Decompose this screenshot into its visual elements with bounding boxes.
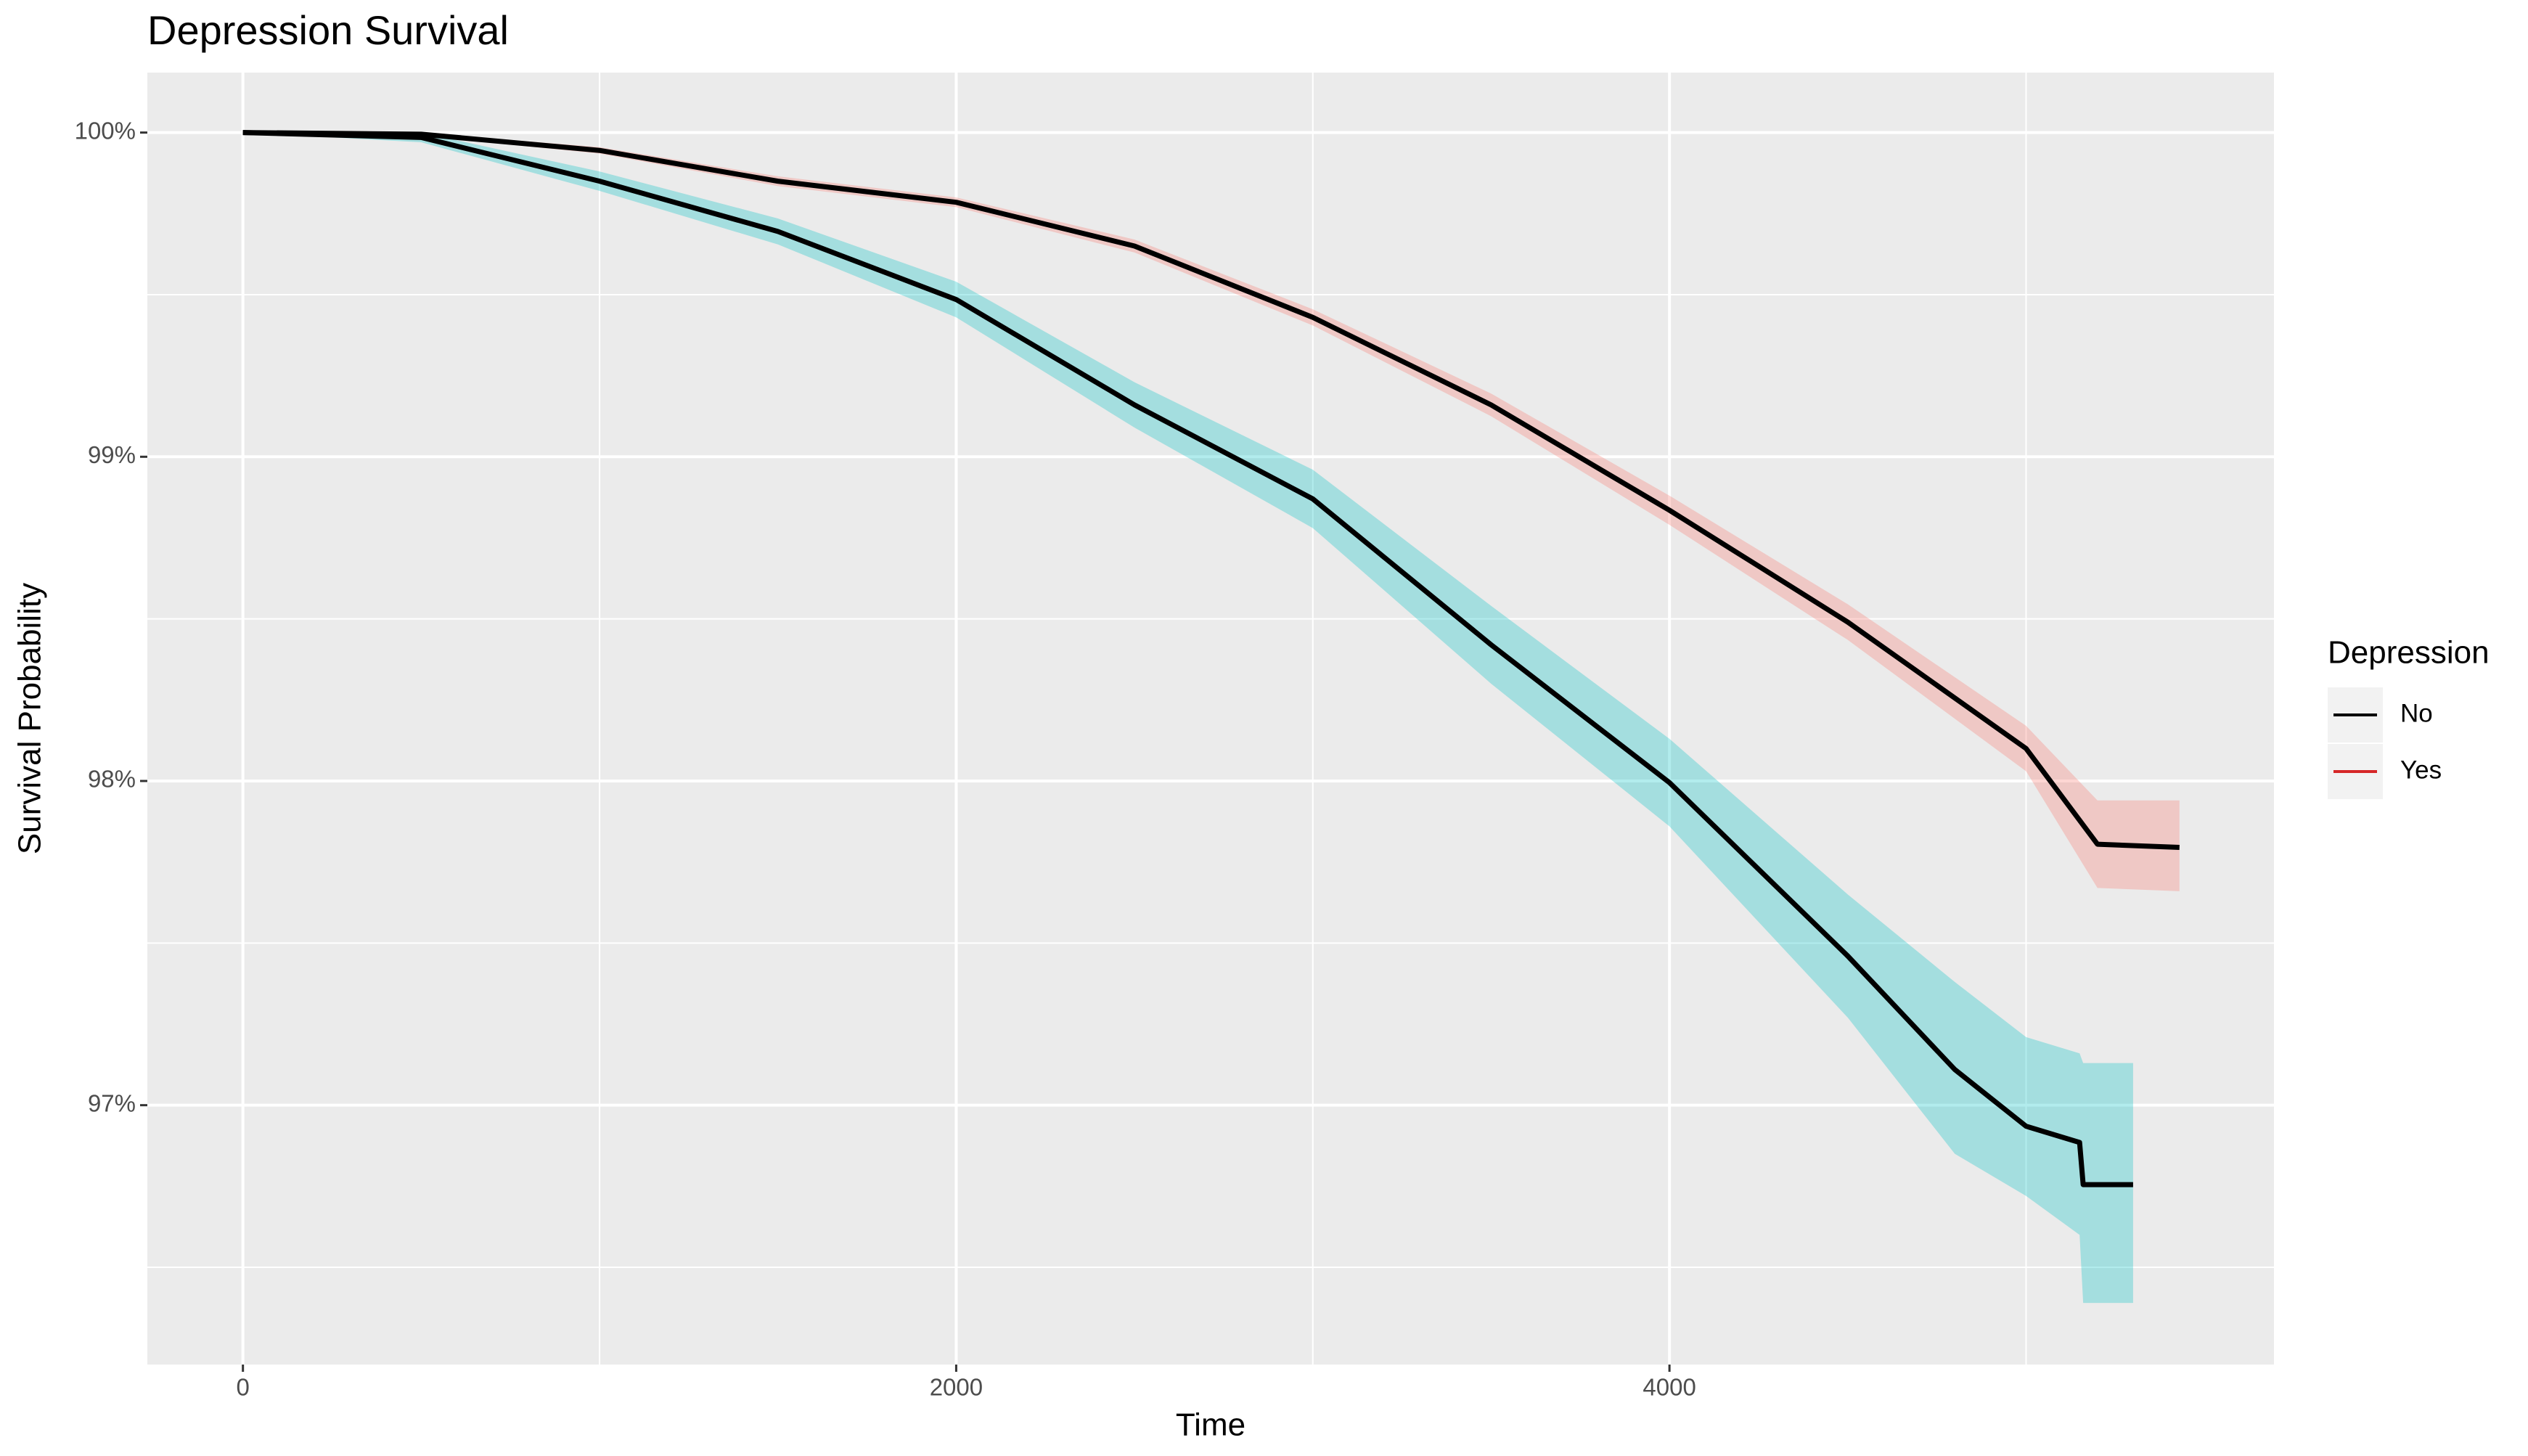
- y-tick-label: 98%: [88, 766, 136, 793]
- legend-label: No: [2400, 699, 2433, 727]
- x-tick-label: 4000: [1643, 1374, 1695, 1401]
- survival-line: [242, 130, 2133, 1187]
- survival-line: [242, 130, 2180, 851]
- x-tick-label: 2000: [930, 1374, 983, 1401]
- x-axis-title: Time: [1176, 1407, 1245, 1443]
- chart-title: Depression Survival: [147, 7, 509, 53]
- legend-title: Depression: [2328, 635, 2490, 671]
- y-tick-label: 97%: [88, 1089, 136, 1116]
- y-tick-label: 99%: [88, 441, 136, 468]
- legend-label: Yes: [2400, 756, 2442, 784]
- y-tick-label: 100%: [75, 117, 136, 144]
- x-tick-label: 0: [237, 1374, 250, 1401]
- plot-panel: [147, 73, 2274, 1365]
- y-axis-title: Survival Probability: [12, 583, 48, 854]
